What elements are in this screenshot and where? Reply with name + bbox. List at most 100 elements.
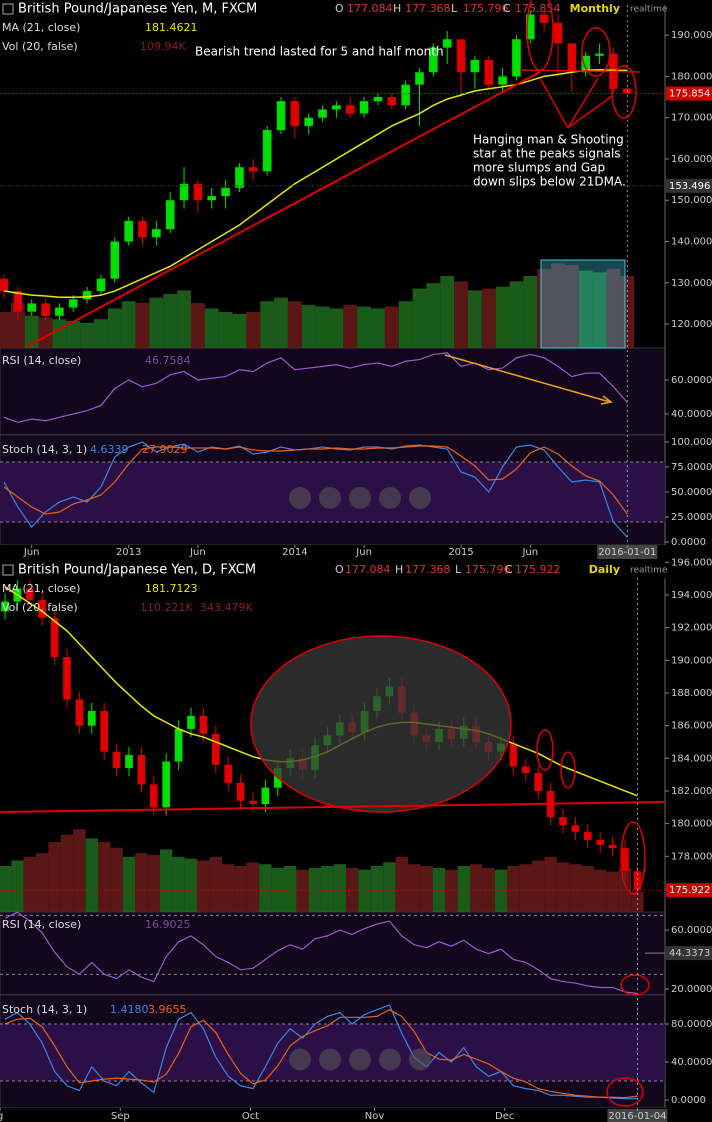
ma-value: 181.7123 bbox=[145, 582, 198, 595]
candle-body bbox=[498, 76, 507, 85]
ohlc-key: L bbox=[455, 563, 462, 576]
status: realtime bbox=[630, 566, 668, 576]
highlight-ellipse bbox=[536, 729, 554, 771]
y-tick-label: 130.000 bbox=[671, 278, 712, 289]
ohlc-value: 177.084 bbox=[347, 2, 393, 15]
volume-bar bbox=[606, 268, 621, 348]
y-tick-label: 186.0000 bbox=[671, 721, 712, 732]
volume-bar bbox=[467, 290, 482, 348]
volume-bar bbox=[94, 319, 108, 348]
volume-bar bbox=[184, 858, 198, 912]
rsi-panel bbox=[0, 347, 666, 436]
vol-value: 109.94K bbox=[140, 40, 186, 53]
header-icon[interactable] bbox=[2, 564, 14, 576]
arrow-head bbox=[600, 395, 613, 405]
nav-button[interactable] bbox=[379, 487, 401, 509]
date-axis bbox=[0, 1108, 712, 1122]
candle-body bbox=[583, 831, 592, 840]
y-tick-label: 180.000 bbox=[671, 71, 712, 82]
volume-bar bbox=[408, 864, 421, 912]
vol-name: Vol (20, false) bbox=[2, 40, 78, 53]
candle-body bbox=[415, 72, 424, 85]
volume-bar bbox=[556, 862, 570, 912]
volume-bar bbox=[163, 294, 178, 348]
ohlc-value: 177.368 bbox=[405, 563, 451, 576]
candle-body bbox=[82, 291, 92, 300]
candle-body bbox=[110, 241, 120, 279]
volume-bar bbox=[544, 856, 557, 912]
volume-bar bbox=[398, 301, 413, 348]
volume-bar bbox=[592, 272, 607, 348]
nav-button[interactable] bbox=[409, 1048, 431, 1071]
volume-bar bbox=[470, 864, 483, 912]
ohlc-key: H bbox=[395, 563, 403, 576]
highlight-ellipse bbox=[611, 65, 637, 119]
volume-bar bbox=[122, 856, 136, 912]
nav-button[interactable] bbox=[319, 1048, 341, 1071]
volume-bar bbox=[343, 304, 358, 348]
volume-bar bbox=[564, 265, 579, 348]
volume-bar bbox=[519, 864, 532, 912]
x-tick-label: 2013 bbox=[116, 547, 141, 558]
y-tick-label: 178.0000 bbox=[671, 851, 712, 862]
y-tick-label: 120.000 bbox=[671, 319, 712, 330]
candle-body bbox=[235, 167, 244, 188]
y-tick-label: 182.0000 bbox=[671, 786, 712, 797]
ohlc-value: 175.796 bbox=[463, 2, 509, 15]
candle-body bbox=[13, 291, 23, 312]
volume-bar bbox=[358, 869, 371, 912]
candle-body bbox=[595, 53, 604, 56]
nav-button[interactable] bbox=[349, 1048, 371, 1071]
nav-button[interactable] bbox=[289, 1048, 311, 1071]
date-axis bbox=[0, 545, 712, 559]
candle-body bbox=[27, 303, 36, 312]
x-tick-label: 2016-01-04 bbox=[608, 1111, 666, 1122]
volume-bar bbox=[383, 862, 396, 912]
candle-body bbox=[484, 59, 494, 85]
volume-bar bbox=[481, 288, 496, 348]
annotation: Hanging man & Shooting bbox=[473, 133, 624, 147]
vol-value: 110.221K bbox=[140, 601, 193, 614]
y-tick-label: 150.000 bbox=[671, 195, 712, 206]
annotation: Bearish trend lasted for 5 and half mont… bbox=[195, 45, 444, 59]
candle-body bbox=[571, 825, 580, 832]
candle-body bbox=[75, 699, 84, 726]
candle-body bbox=[621, 848, 629, 872]
stoch-value: 1.4180 bbox=[110, 1003, 149, 1016]
status: realtime bbox=[630, 5, 668, 15]
y-tick-label: 20.0000 bbox=[671, 984, 712, 995]
candle-body bbox=[509, 743, 518, 767]
candle-body bbox=[553, 22, 563, 44]
volume-bar bbox=[308, 867, 322, 912]
timeframe: Daily bbox=[589, 563, 620, 576]
vol-name: Vol (20, false) bbox=[2, 601, 78, 614]
header-icon[interactable] bbox=[2, 3, 14, 15]
nav-button[interactable] bbox=[319, 487, 341, 509]
nav-button[interactable] bbox=[349, 487, 371, 509]
x-tick-label: Nov bbox=[365, 1111, 385, 1122]
ohlc-key: O bbox=[335, 2, 344, 15]
candle-body bbox=[387, 97, 397, 106]
volume-bar bbox=[384, 306, 399, 348]
candle-body bbox=[25, 588, 34, 600]
ohlc-key: O bbox=[335, 563, 344, 576]
volume-bar bbox=[631, 891, 644, 912]
nav-button[interactable] bbox=[379, 1048, 401, 1071]
volume-bar bbox=[412, 288, 427, 348]
x-tick-label: Oct bbox=[242, 1111, 259, 1122]
rsi-name: RSI (14, close) bbox=[2, 918, 81, 931]
candle-body bbox=[63, 657, 71, 700]
nav-button[interactable] bbox=[289, 487, 311, 509]
y-tick-label: 180.0000 bbox=[671, 819, 712, 830]
trend-line bbox=[27, 71, 541, 347]
candle-body bbox=[332, 105, 341, 110]
candle-body bbox=[539, 14, 549, 23]
candle-body bbox=[211, 733, 220, 765]
candle-body bbox=[359, 101, 369, 114]
highlight-ellipse bbox=[606, 1077, 644, 1107]
volume-bar bbox=[259, 864, 272, 912]
highlight-ellipse bbox=[526, 0, 554, 71]
nav-button[interactable] bbox=[409, 487, 431, 509]
volume-bar bbox=[370, 866, 384, 912]
